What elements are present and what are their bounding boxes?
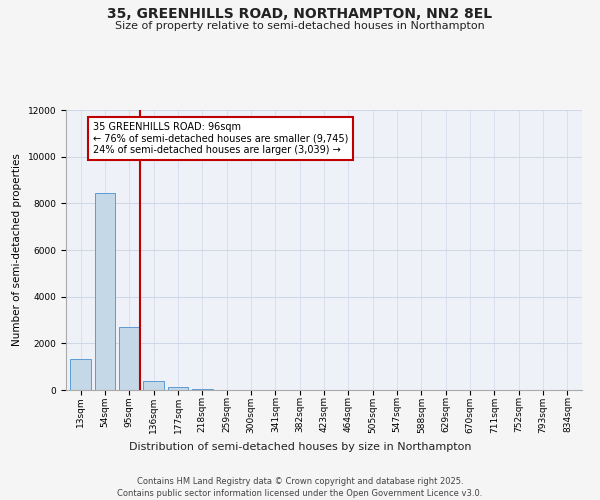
Bar [70, 358, 91, 390]
Text: Contains public sector information licensed under the Open Government Licence v3: Contains public sector information licen… [118, 489, 482, 498]
Bar [95, 193, 115, 390]
Y-axis label: Number of semi-detached properties: Number of semi-detached properties [12, 154, 22, 346]
Text: 35 GREENHILLS ROAD: 96sqm
← 76% of semi-detached houses are smaller (9,745)
24% : 35 GREENHILLS ROAD: 96sqm ← 76% of semi-… [93, 122, 348, 155]
Bar [192, 388, 212, 390]
Bar [119, 327, 140, 390]
Text: Size of property relative to semi-detached houses in Northampton: Size of property relative to semi-detach… [115, 21, 485, 31]
Text: Contains HM Land Registry data © Crown copyright and database right 2025.: Contains HM Land Registry data © Crown c… [137, 478, 463, 486]
Text: 35, GREENHILLS ROAD, NORTHAMPTON, NN2 8EL: 35, GREENHILLS ROAD, NORTHAMPTON, NN2 8E… [107, 8, 493, 22]
Text: Distribution of semi-detached houses by size in Northampton: Distribution of semi-detached houses by … [129, 442, 471, 452]
Bar [143, 381, 164, 390]
Bar [167, 386, 188, 390]
